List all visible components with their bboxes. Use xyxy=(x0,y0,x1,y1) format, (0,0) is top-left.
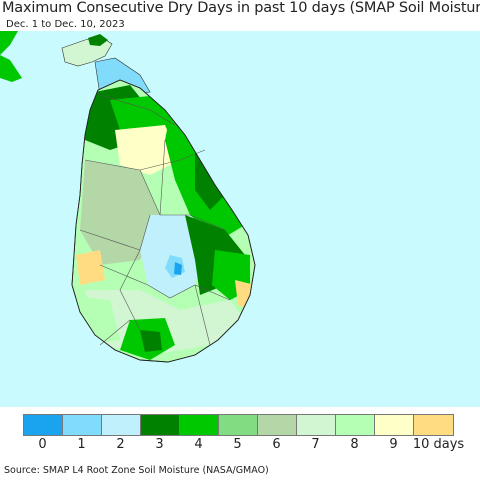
legend-labels: 0 1 2 3 4 5 6 7 8 9 10 days xyxy=(0,437,480,455)
legend-label: 3 xyxy=(155,437,164,452)
legend-swatch xyxy=(219,415,258,435)
legend-label: 4 xyxy=(194,437,203,452)
legend-label: 0 xyxy=(38,437,47,452)
date-range: Dec. 1 to Dec. 10, 2023 xyxy=(6,19,125,30)
india-coast-lower xyxy=(0,55,22,82)
sea xyxy=(0,31,480,407)
legend-swatch xyxy=(336,415,375,435)
legend-swatch xyxy=(297,415,336,435)
legend-swatch xyxy=(414,415,453,435)
legend-label: 5 xyxy=(233,437,242,452)
india-coast xyxy=(0,31,18,55)
island-outline xyxy=(71,79,256,363)
legend-label: 7 xyxy=(311,437,320,452)
legend-label: 8 xyxy=(350,437,359,452)
legend-label: 1 xyxy=(77,437,86,452)
source-note: Source: SMAP L4 Root Zone Soil Moisture … xyxy=(4,465,269,476)
legend-label: 9 xyxy=(389,437,398,452)
legend-swatch xyxy=(375,415,414,435)
jaffna-patch xyxy=(88,34,108,46)
legend-swatch xyxy=(63,415,102,435)
map-title: Maximum Consecutive Dry Days in past 10 … xyxy=(2,0,480,16)
legend-swatch xyxy=(258,415,297,435)
legend-swatch xyxy=(102,415,141,435)
legend-swatch xyxy=(24,415,63,435)
sri-lanka-map xyxy=(0,31,480,407)
district-boundaries xyxy=(79,94,231,346)
legend-swatch xyxy=(180,415,219,435)
legend-label: 2 xyxy=(116,437,125,452)
moisture-regions xyxy=(72,85,255,360)
legend-color-bar xyxy=(23,414,454,436)
legend-label: 10 days xyxy=(412,437,465,452)
legend-swatch xyxy=(141,415,180,435)
legend-label: 6 xyxy=(272,437,281,452)
